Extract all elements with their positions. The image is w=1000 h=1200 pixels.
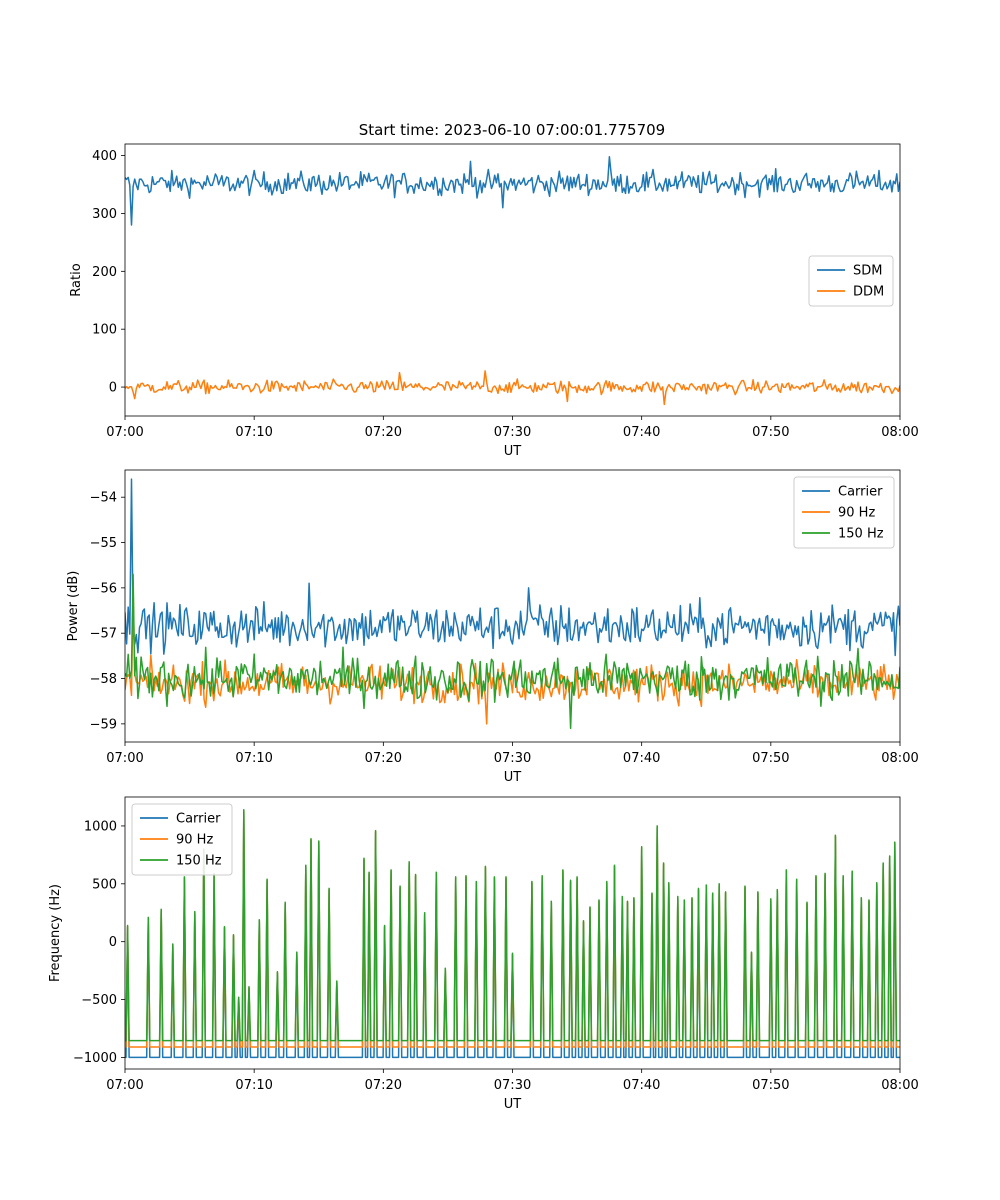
y-axis-label: Ratio <box>69 263 84 296</box>
x-tick-label: 07:40 <box>623 425 660 440</box>
y-tick-label: −59 <box>90 717 117 732</box>
x-tick-label: 07:30 <box>494 425 531 440</box>
x-tick-label: 07:40 <box>623 751 660 766</box>
legend: Carrier 90 Hz 150 Hz <box>793 476 895 549</box>
y-tick-label: 200 <box>92 265 117 280</box>
x-axis-label: UT <box>504 444 522 459</box>
x-axis-label: UT <box>504 1097 522 1112</box>
x-tick-label: 07:20 <box>365 425 402 440</box>
legend-label: 150 Hz <box>838 527 884 542</box>
x-tick-label: 07:00 <box>106 425 143 440</box>
x-tick-label: 07:20 <box>365 1078 402 1093</box>
x-tick-label: 07:00 <box>106 751 143 766</box>
series-line-carrier <box>125 810 900 1059</box>
power-plot: 07:00 07:10 07:20 07:30 07:40 07:50 08:00 UT −54… <box>66 469 919 785</box>
x-axis-label: UT <box>504 770 522 785</box>
x-tick-label: 07:10 <box>235 751 272 766</box>
legend-label: Carrier <box>838 485 883 500</box>
y-tick-label: 400 <box>92 149 117 164</box>
x-tick-label: 07:20 <box>365 751 402 766</box>
legend-label: Carrier <box>176 812 221 827</box>
y-tick-label: −56 <box>90 581 117 596</box>
y-tick-label: −57 <box>90 627 117 642</box>
x-tick-label: 07:30 <box>494 1078 531 1093</box>
y-axis-label: Frequency (Hz) <box>48 884 63 982</box>
y-axis-label: Power (dB) <box>66 571 81 642</box>
legend: SDM DDM <box>808 255 894 307</box>
x-tick-label: 08:00 <box>881 1078 918 1093</box>
y-tick-label: 500 <box>92 877 117 892</box>
x-tick-label: 08:00 <box>881 425 918 440</box>
y-tick-label: −54 <box>90 491 117 506</box>
x-tick-label: 07:30 <box>494 751 531 766</box>
legend-label: SDM <box>853 264 882 279</box>
x-tick-label: 07:50 <box>752 425 789 440</box>
y-tick-label: −58 <box>90 672 117 687</box>
x-tick-label: 07:50 <box>752 1078 789 1093</box>
series-line-90-hz <box>125 809 900 1048</box>
x-tick-label: 07:10 <box>235 425 272 440</box>
legend-label: DDM <box>853 285 884 300</box>
series-line-150-hz <box>125 573 900 730</box>
y-tick-label: 300 <box>92 207 117 222</box>
series-line-carrier <box>125 478 900 657</box>
ratio-plot: 07:00 07:10 07:20 07:30 07:40 07:50 08:00 UT 0 10… <box>69 143 919 459</box>
axes-frame <box>124 796 901 1070</box>
y-tick-label: 0 <box>109 381 117 396</box>
x-tick-label: 07:40 <box>623 1078 660 1093</box>
figure-title: Start time: 2023-06-10 07:00:01.775709 <box>359 121 665 139</box>
legend-label: 90 Hz <box>176 833 213 848</box>
frequency-plot: 07:00 07:10 07:20 07:30 07:40 07:50 08:00 UT −10… <box>48 796 919 1112</box>
y-tick-label: −1000 <box>73 1051 117 1066</box>
legend-label: 150 Hz <box>176 854 222 869</box>
y-tick-label: 0 <box>109 935 117 950</box>
series-line-sdm <box>125 155 900 226</box>
y-tick-label: 100 <box>92 323 117 338</box>
x-tick-label: 07:50 <box>752 751 789 766</box>
y-tick-label: −55 <box>90 536 117 551</box>
x-tick-label: 07:00 <box>106 1078 143 1093</box>
legend: Carrier 90 Hz 150 Hz <box>131 803 233 876</box>
series-line-150-hz <box>125 808 900 1042</box>
series-line-90-hz <box>125 587 900 725</box>
legend-label: 90 Hz <box>838 506 875 521</box>
axes-frame <box>124 469 901 743</box>
x-tick-label: 07:10 <box>235 1078 272 1093</box>
x-tick-label: 08:00 <box>881 751 918 766</box>
y-tick-label: −500 <box>81 993 117 1008</box>
series-line-ddm <box>125 370 900 406</box>
y-tick-label: 1000 <box>84 819 117 834</box>
